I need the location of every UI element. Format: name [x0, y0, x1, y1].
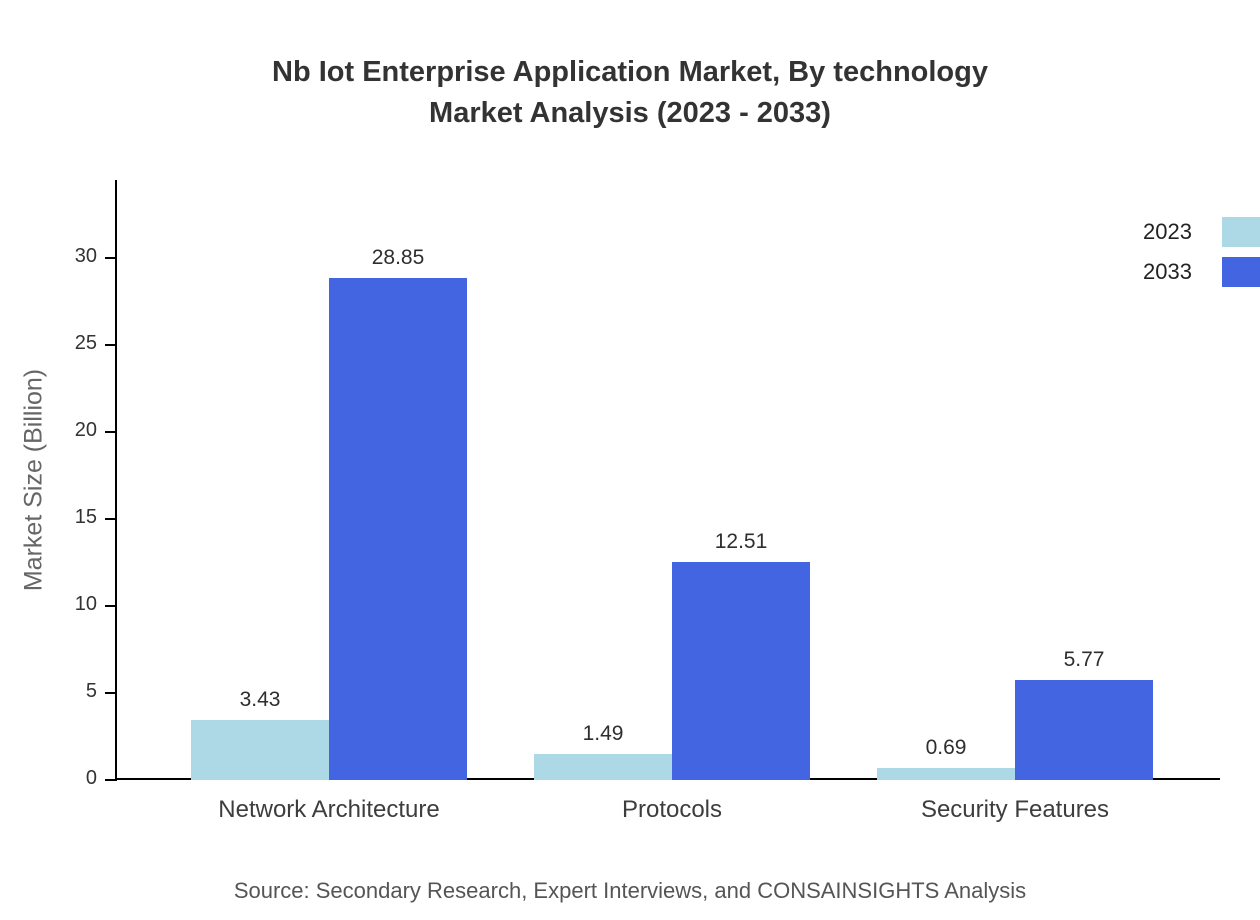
legend-swatch: [1222, 217, 1260, 247]
y-axis-label: Market Size (Billion): [19, 368, 48, 592]
y-tick-label: 15: [74, 506, 97, 529]
plot-area: 0 5 10 15 20 25 30 3.43 28.85 Network Architectur…: [75, 180, 1220, 823]
legend-item-2023: 2023: [1143, 216, 1260, 248]
legend-label: 2023: [1143, 219, 1192, 244]
y-tick-label: 0: [85, 767, 97, 789]
y-tick: [105, 257, 117, 260]
y-tick: [105, 344, 117, 347]
x-category-label: Protocols: [621, 796, 723, 823]
y-tick: [105, 518, 117, 521]
y-tick-label: 20: [74, 419, 97, 442]
y-tick: [105, 605, 117, 608]
bar-value-label: 28.85: [371, 246, 425, 270]
y-tick-label: 30: [74, 245, 97, 268]
y-tick-label: 25: [74, 332, 97, 355]
x-category-label: Network Architecture: [218, 796, 440, 823]
bar-2023-protocols: [534, 754, 672, 780]
bar-value-label: 3.43: [239, 688, 281, 712]
y-tick: [105, 431, 117, 434]
bar-2023-network-architecture: [191, 720, 329, 780]
bar-2033-protocols: [672, 562, 810, 780]
bar-value-label: 12.51: [714, 530, 768, 554]
bar-2023-security-features: [877, 768, 1015, 780]
bar-2033-security-features: [1015, 679, 1153, 780]
y-tick: [105, 779, 117, 781]
legend: 2023 2033: [1143, 216, 1260, 288]
y-tick-label: 10: [74, 593, 97, 616]
legend-swatch: [1222, 257, 1260, 287]
bar-2033-network-architecture: [329, 278, 467, 780]
y-tick: [105, 692, 117, 695]
x-category-label: Security Features: [920, 796, 1110, 823]
bar-value-label: 5.77: [1063, 647, 1105, 671]
bar-value-label: 0.69: [925, 736, 967, 759]
y-tick-label: 5: [85, 680, 97, 703]
bar-value-label: 1.49: [582, 722, 624, 746]
source-note: Source: Secondary Research, Expert Inter…: [233, 878, 1027, 903]
legend-label: 2033: [1143, 259, 1192, 284]
legend-item-2033: 2033: [1143, 256, 1260, 288]
chart-title: Nb Iot Enterprise Application Market, By…: [272, 56, 988, 129]
